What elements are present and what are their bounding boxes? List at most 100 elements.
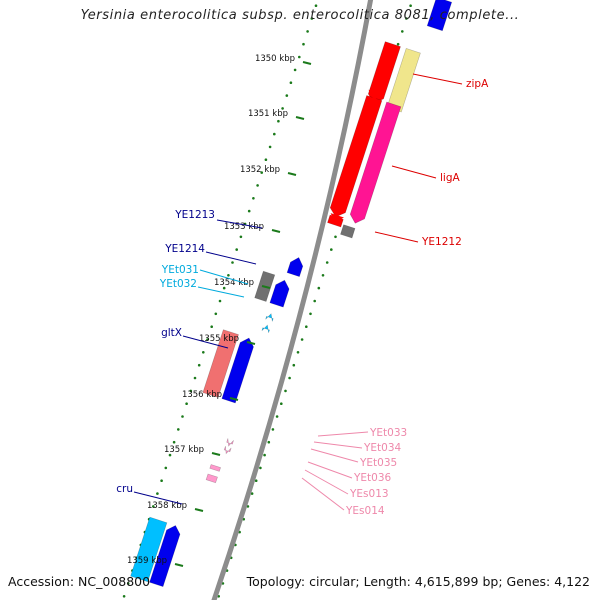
tick-track-dot (298, 55, 301, 59)
gene-label: YEt036 (353, 472, 392, 484)
scale-tick-label: 1359 kbp (127, 556, 167, 566)
scale-tick-label: 1358 kbp (147, 501, 187, 511)
gene-arrowhead (368, 89, 384, 100)
gene-label-leader (374, 231, 419, 243)
tick-mark-layer: 1350 kbp 1351 kbp 1352 kbp 1353 kbp 1354 kbp… (127, 54, 312, 567)
tick-track-dot (409, 4, 412, 7)
tick-track-dot (306, 30, 309, 33)
gene-feature (349, 101, 402, 224)
tick-track-dot (202, 351, 205, 354)
gene-feature (221, 337, 254, 404)
gene-feature (269, 279, 290, 308)
gene-label: YEt031 (161, 264, 199, 276)
tick-track-dot (317, 286, 321, 290)
accession-text: Accession: NC_008800 (8, 574, 151, 589)
tick-track-dot (285, 94, 289, 97)
tick-track-dot (214, 312, 218, 316)
genome-backbone (211, 0, 374, 600)
tick-track-dot (250, 492, 254, 495)
gene-feature (223, 446, 232, 455)
tick-track-dot (247, 209, 251, 213)
tick-track-dot (330, 248, 333, 251)
gene-label-leader (313, 441, 363, 449)
tick-track-dot (271, 428, 275, 431)
tick-track-dot (273, 132, 276, 136)
tick-track-dot (164, 466, 168, 470)
gene-label: YEt034 (363, 442, 402, 454)
gene-label: zipA (466, 78, 489, 90)
scale-tick-mark (174, 563, 184, 567)
scale-tick-label: 1355 kbp (199, 334, 239, 344)
tick-track-dot (227, 274, 230, 277)
tick-track-dot (185, 402, 188, 406)
tick-dot-layer (122, 4, 412, 598)
tick-track-dot (289, 81, 293, 84)
tick-track-dot (396, 42, 400, 46)
scale-tick-mark (295, 116, 305, 120)
scale-tick-label: 1354 kbp (214, 278, 254, 288)
gene-label-leader (391, 165, 437, 179)
map-title: Yersinia enterocolitica subsp. enterocol… (80, 8, 520, 23)
gene-feature (329, 95, 383, 218)
gene-label-leader (133, 491, 183, 505)
tick-track-dot (189, 389, 193, 393)
tick-track-dot (235, 248, 238, 251)
gene-feature (205, 473, 218, 484)
tick-track-dot (263, 453, 266, 457)
tick-track-dot (152, 505, 155, 508)
gene-label-leader (317, 431, 369, 437)
gene-label: YEt035 (359, 457, 397, 469)
tick-track-dot (252, 197, 255, 200)
gene-label-layer: zipA ligA YE1212 YE1213 YE1214 YEt031 YEt032 gl… (116, 73, 489, 517)
tick-track-dot (181, 415, 184, 418)
scale-tick-label: 1357 kbp (164, 445, 204, 455)
tick-track-dot (210, 325, 213, 329)
tick-track-dot (292, 363, 296, 367)
tick-track-dot (302, 42, 305, 46)
gene-label: YE1212 (421, 236, 462, 248)
tick-track-dot (305, 325, 308, 329)
gene-feature (130, 516, 168, 583)
tick-track-dot (310, 17, 314, 20)
scale-tick-mark (246, 341, 256, 345)
tick-track-dot (254, 479, 258, 483)
gene-label-leader (199, 269, 249, 285)
gene-feature (426, 0, 453, 32)
gene-feature (386, 48, 421, 113)
gene-label-leader (197, 286, 245, 298)
gene-label-leader (301, 477, 345, 511)
scale-tick-mark (211, 452, 221, 456)
tick-track-dot (267, 440, 271, 444)
tick-track-dot (193, 376, 197, 380)
tick-track-dot (259, 466, 262, 470)
tick-track-dot (231, 261, 234, 264)
tick-track-dot (268, 145, 272, 149)
gene-label: YEt032 (159, 278, 197, 290)
tick-track-dot (172, 440, 176, 444)
gene-label-leader (216, 219, 263, 229)
scale-tick-label: 1353 kbp (224, 222, 264, 232)
tick-track-dot (197, 363, 201, 367)
scale-tick-mark (302, 61, 312, 65)
tick-track-dot (288, 376, 291, 380)
scale-tick-mark (287, 172, 297, 176)
gene-label: YE1213 (174, 209, 215, 221)
tick-track-dot (239, 235, 243, 239)
scale-tick-mark (194, 508, 204, 512)
scale-tick-label: 1351 kbp (248, 109, 288, 119)
tick-track-dot (126, 582, 130, 585)
tick-track-dot (293, 68, 297, 72)
tick-track-dot (321, 274, 325, 277)
tick-track-dot (222, 286, 226, 290)
tick-track-dot (160, 479, 163, 483)
gene-feature (265, 313, 274, 322)
gene-label: gltX (161, 327, 182, 339)
tick-track-dot (206, 338, 209, 341)
scale-tick-mark (271, 229, 281, 233)
tick-track-dot (275, 415, 279, 418)
tick-track-dot (280, 402, 283, 406)
tick-track-dot (122, 595, 126, 598)
tick-track-dot (284, 389, 287, 393)
scale-tick-label: 1350 kbp (255, 54, 295, 64)
